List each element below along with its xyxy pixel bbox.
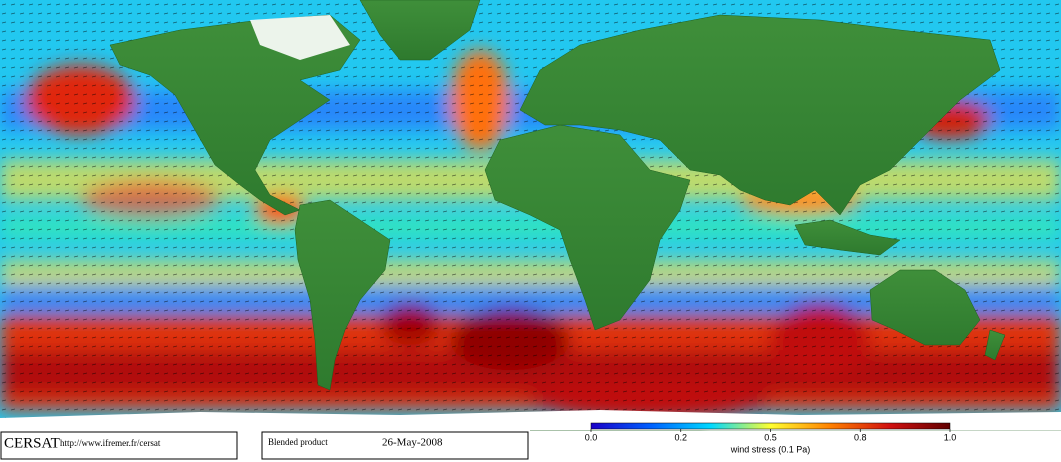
url: http://www.ifremer.fr/cersat xyxy=(60,438,161,448)
footer-box xyxy=(0,431,238,460)
footer-bg xyxy=(0,430,530,462)
footer-box xyxy=(261,431,529,460)
colorbar-label: wind stress (0.1 Pa) xyxy=(730,444,811,454)
colorbar-tick-label: 0.8 xyxy=(854,432,867,442)
colorbar-tick-label: 0.0 xyxy=(585,432,598,442)
colorbar-tick-label: 0.2 xyxy=(674,432,687,442)
product: Blended product xyxy=(268,437,328,447)
arctic-ice xyxy=(250,15,350,60)
landmasses xyxy=(109,0,1061,431)
colorbar-tick-label: 1.0 xyxy=(944,432,957,442)
colorbar-ramp xyxy=(590,422,951,430)
colorbar-tick-label: 0.5 xyxy=(764,432,777,442)
logo: CERSAT xyxy=(4,435,60,451)
colorbar: 0.0 0.2 0.5 0.8 1.0 wind stress (0.1 Pa) xyxy=(585,422,957,454)
date: 26-May-2008 xyxy=(382,437,443,449)
